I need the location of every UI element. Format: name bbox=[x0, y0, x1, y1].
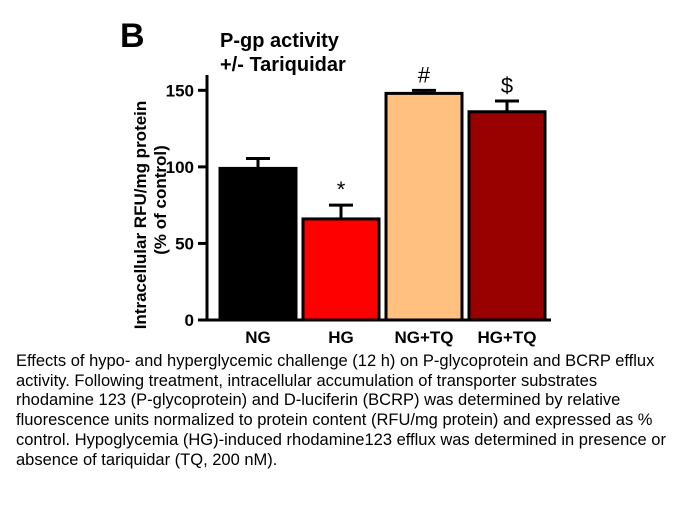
y-tick-label: 50 bbox=[175, 234, 194, 253]
x-tick-label: HG+TQ bbox=[477, 328, 536, 347]
y-tick-label: 150 bbox=[166, 81, 194, 100]
x-tick-label: NG bbox=[245, 328, 271, 347]
bar-hg bbox=[301, 217, 381, 322]
figure-caption: Effects of hypo- and hyperglycemic chall… bbox=[16, 352, 666, 469]
y-tick-label: 100 bbox=[166, 158, 194, 177]
significance-marker: # bbox=[418, 62, 431, 87]
bar-ng-tq bbox=[384, 91, 464, 322]
chart-title: P-gp activity bbox=[220, 30, 340, 52]
bar-ng bbox=[218, 166, 298, 322]
panel-label: B bbox=[120, 17, 145, 55]
y-tick-label: 0 bbox=[185, 311, 194, 330]
x-tick-label: NG+TQ bbox=[394, 328, 453, 347]
plot-area: 0 50 100 150 NG * HG # NG+TQ $ HG+TQ bbox=[166, 62, 551, 347]
bar-chart: B P-gp activity +/- Tariquidar Intracell… bbox=[120, 17, 551, 347]
y-axis-label-line1: Intracellular RFU/mg protein bbox=[131, 101, 150, 330]
x-tick-label: HG bbox=[328, 328, 354, 347]
significance-marker: $ bbox=[501, 73, 513, 98]
significance-marker: * bbox=[337, 177, 346, 202]
chart-subtitle: +/- Tariquidar bbox=[220, 54, 346, 76]
y-axis-label-line2: (% of control) bbox=[151, 145, 170, 255]
bar-hg-tq bbox=[467, 110, 547, 322]
